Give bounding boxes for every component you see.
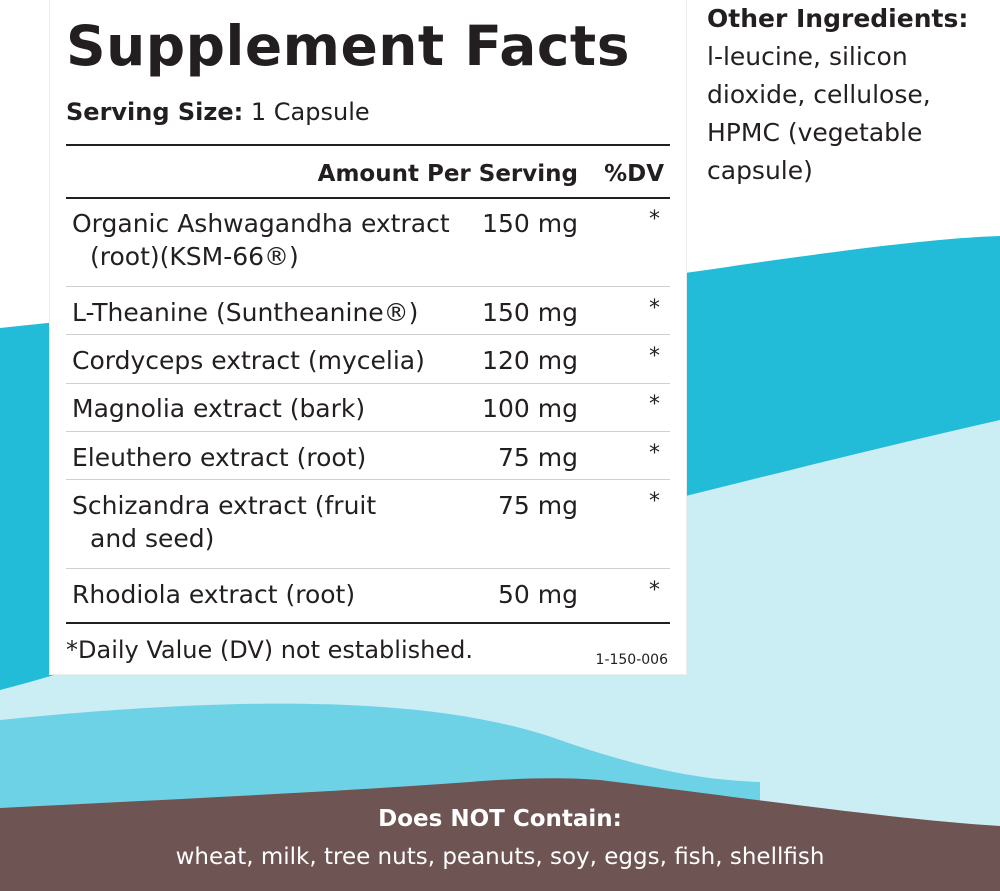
daily-value-footnote: *Daily Value (DV) not established. [66,636,473,664]
ingredient-dv: * [649,344,660,369]
other-ingredients-list: l-leucine, silicon dioxide, cellulose, H… [707,42,931,185]
footer-rule [66,622,670,624]
ingredient-amount: 75 mg [498,443,578,472]
ingredient-name: Rhodiola extract (root) [72,580,356,609]
serving-size: Serving Size: 1 Capsule [66,92,370,132]
column-rule [66,197,670,199]
ingredient-name-line: Schizandra extract (fruit [72,491,377,520]
serving-size-label: Serving Size: [66,98,244,126]
facts-title: Supplement Facts [66,14,630,78]
ingredient-name-line: Organic Ashwagandha extract [72,209,450,238]
header-rule [66,144,670,146]
ingredient-name-line: and seed) [90,524,215,553]
row-divider [66,568,670,569]
ingredient-name: Eleuthero extract (root) [72,443,367,472]
does-not-contain: Does NOT Contain: wheat, milk, tree nuts… [0,800,1000,876]
ingredient-dv: * [649,207,660,232]
ingredient-name: Organic Ashwagandha extract (root)(KSM-6… [72,207,450,273]
row-divider [66,431,670,432]
row-divider [66,286,670,287]
amount-header: Amount Per Serving [317,161,578,187]
dv-header: %DV [604,161,664,187]
serving-size-value: 1 Capsule [250,98,370,126]
other-ingredients: Other Ingredients: l-leucine, silicon di… [707,0,997,190]
ingredient-amount: 150 mg [482,209,578,238]
ingredient-name: L-Theanine (Suntheanine®) [72,298,419,327]
ingredient-dv: * [649,441,660,466]
ingredient-dv: * [649,578,660,603]
other-ingredients-heading: Other Ingredients: [707,4,969,33]
allergen-list: wheat, milk, tree nuts, peanuts, soy, eg… [175,844,825,870]
ingredient-dv: * [649,489,660,514]
ingredient-name: Schizandra extract (fruit and seed) [72,489,376,555]
supplement-facts-panel: Supplement Facts Serving Size: 1 Capsule… [50,0,686,674]
row-divider [66,383,670,384]
ingredient-name-line: (root)(KSM-66®) [90,242,299,271]
label-code: 1-150-006 [595,652,668,668]
ingredient-amount: 50 mg [498,580,578,609]
ingredient-amount: 150 mg [482,298,578,327]
ingredient-amount: 120 mg [482,346,578,375]
ingredient-dv: * [649,392,660,417]
ingredient-name: Magnolia extract (bark) [72,394,366,423]
ingredient-dv: * [649,296,660,321]
row-divider [66,479,670,480]
ingredient-amount: 75 mg [498,491,578,520]
does-not-contain-heading: Does NOT Contain: [378,806,622,832]
ingredient-amount: 100 mg [482,394,578,423]
row-divider [66,334,670,335]
brown-band [0,778,1000,891]
ingredient-name: Cordyceps extract (mycelia) [72,346,425,375]
